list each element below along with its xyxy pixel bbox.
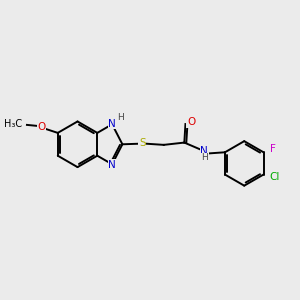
Text: O: O bbox=[38, 122, 46, 132]
Text: H₃C: H₃C bbox=[4, 119, 22, 129]
Text: H: H bbox=[202, 154, 208, 163]
Text: F: F bbox=[270, 144, 276, 154]
Text: H: H bbox=[117, 113, 124, 122]
Text: N: N bbox=[108, 119, 116, 129]
Text: S: S bbox=[139, 138, 146, 148]
Text: Cl: Cl bbox=[269, 172, 280, 182]
Text: O: O bbox=[187, 117, 195, 127]
Text: N: N bbox=[108, 160, 116, 170]
Text: N: N bbox=[200, 146, 208, 156]
